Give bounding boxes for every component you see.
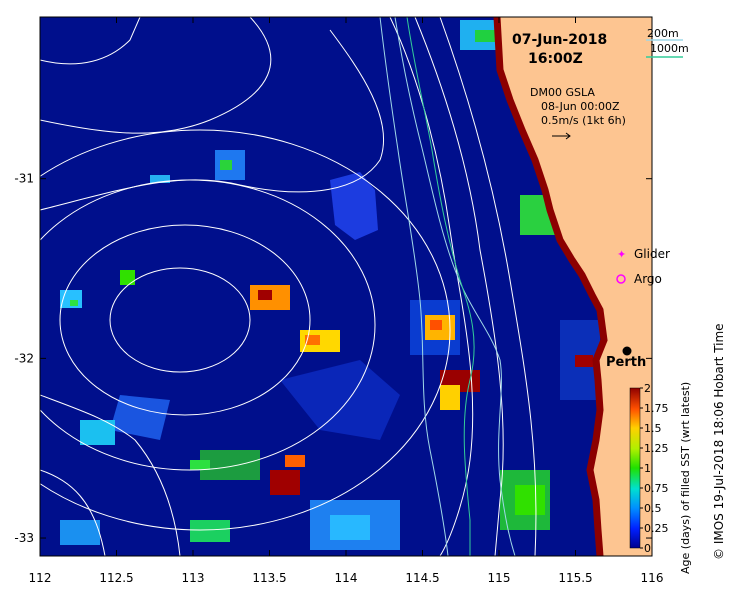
latitude-axis: -31 -32 -33 xyxy=(14,172,652,545)
colorbar-tick-label: 0 xyxy=(644,542,651,555)
lat-tick-label: -32 xyxy=(14,351,34,365)
colorbar-tick-label: 1.5 xyxy=(644,422,662,435)
argo-label: Argo xyxy=(634,272,662,286)
lat-tick-label: -31 xyxy=(14,172,34,186)
perth-marker xyxy=(622,346,632,356)
colorbar-tick-label: 0.75 xyxy=(644,482,669,495)
colorbar-tick-label: 0.25 xyxy=(644,522,669,535)
ssh-contours xyxy=(40,17,537,556)
depth-200-label: 200m xyxy=(647,27,679,40)
current-scale: 0.5m/s (1kt 6h) xyxy=(541,114,626,127)
land-mass xyxy=(497,17,652,556)
depth-1000-label: 1000m xyxy=(650,42,689,55)
colorbar-tick-label: 1.75 xyxy=(644,402,669,415)
current-product: DM00 GSLA xyxy=(530,86,595,99)
lon-tick-label: 112.5 xyxy=(99,571,133,585)
colorbar-tick-label: 1 xyxy=(644,462,651,475)
lat-tick-label: -33 xyxy=(14,531,34,545)
lon-tick-label: 114.5 xyxy=(405,571,439,585)
lon-tick-label: 114 xyxy=(335,571,358,585)
lon-tick-label: 112 xyxy=(29,571,52,585)
bathymetry-contours xyxy=(379,17,516,556)
longitude-axis: 112 112.5 113 113.5 114 114.5 115 115.5 116 xyxy=(29,17,664,585)
colorbar-ticks: 2 1.75 1.5 1.25 1 0.75 0.5 0.25 0 xyxy=(640,382,669,555)
colorbar-tick-label: 0.5 xyxy=(644,502,662,515)
credit-line: © IMOS 19-Jul-2018 18:06 Hobart Time xyxy=(712,323,726,560)
glider-marker-icon: ✦ xyxy=(617,248,626,261)
argo-marker-icon xyxy=(616,274,626,284)
colorbar-tick-label: 1.25 xyxy=(644,442,669,455)
lon-tick-label: 113.5 xyxy=(252,571,286,585)
current-valid-time: 08-Jun 00:00Z xyxy=(541,100,620,113)
glider-label: Glider xyxy=(634,247,670,261)
lon-tick-label: 115.5 xyxy=(558,571,592,585)
time-label: 16:00Z xyxy=(528,51,583,67)
lon-tick-label: 116 xyxy=(641,571,664,585)
perth-label: Perth xyxy=(606,355,646,370)
lon-tick-label: 113 xyxy=(182,571,205,585)
date-label: 07-Jun-2018 xyxy=(512,32,607,48)
sst-age-patches xyxy=(60,20,625,550)
colorbar-label: Age (days) of filled SST (wrt latest) xyxy=(679,382,692,574)
colorbar-tick-label: 2 xyxy=(644,382,651,395)
colorbar xyxy=(629,387,641,549)
lon-tick-label: 115 xyxy=(488,571,511,585)
current-scale-arrow xyxy=(552,132,571,140)
coastal-fringe xyxy=(493,17,608,556)
